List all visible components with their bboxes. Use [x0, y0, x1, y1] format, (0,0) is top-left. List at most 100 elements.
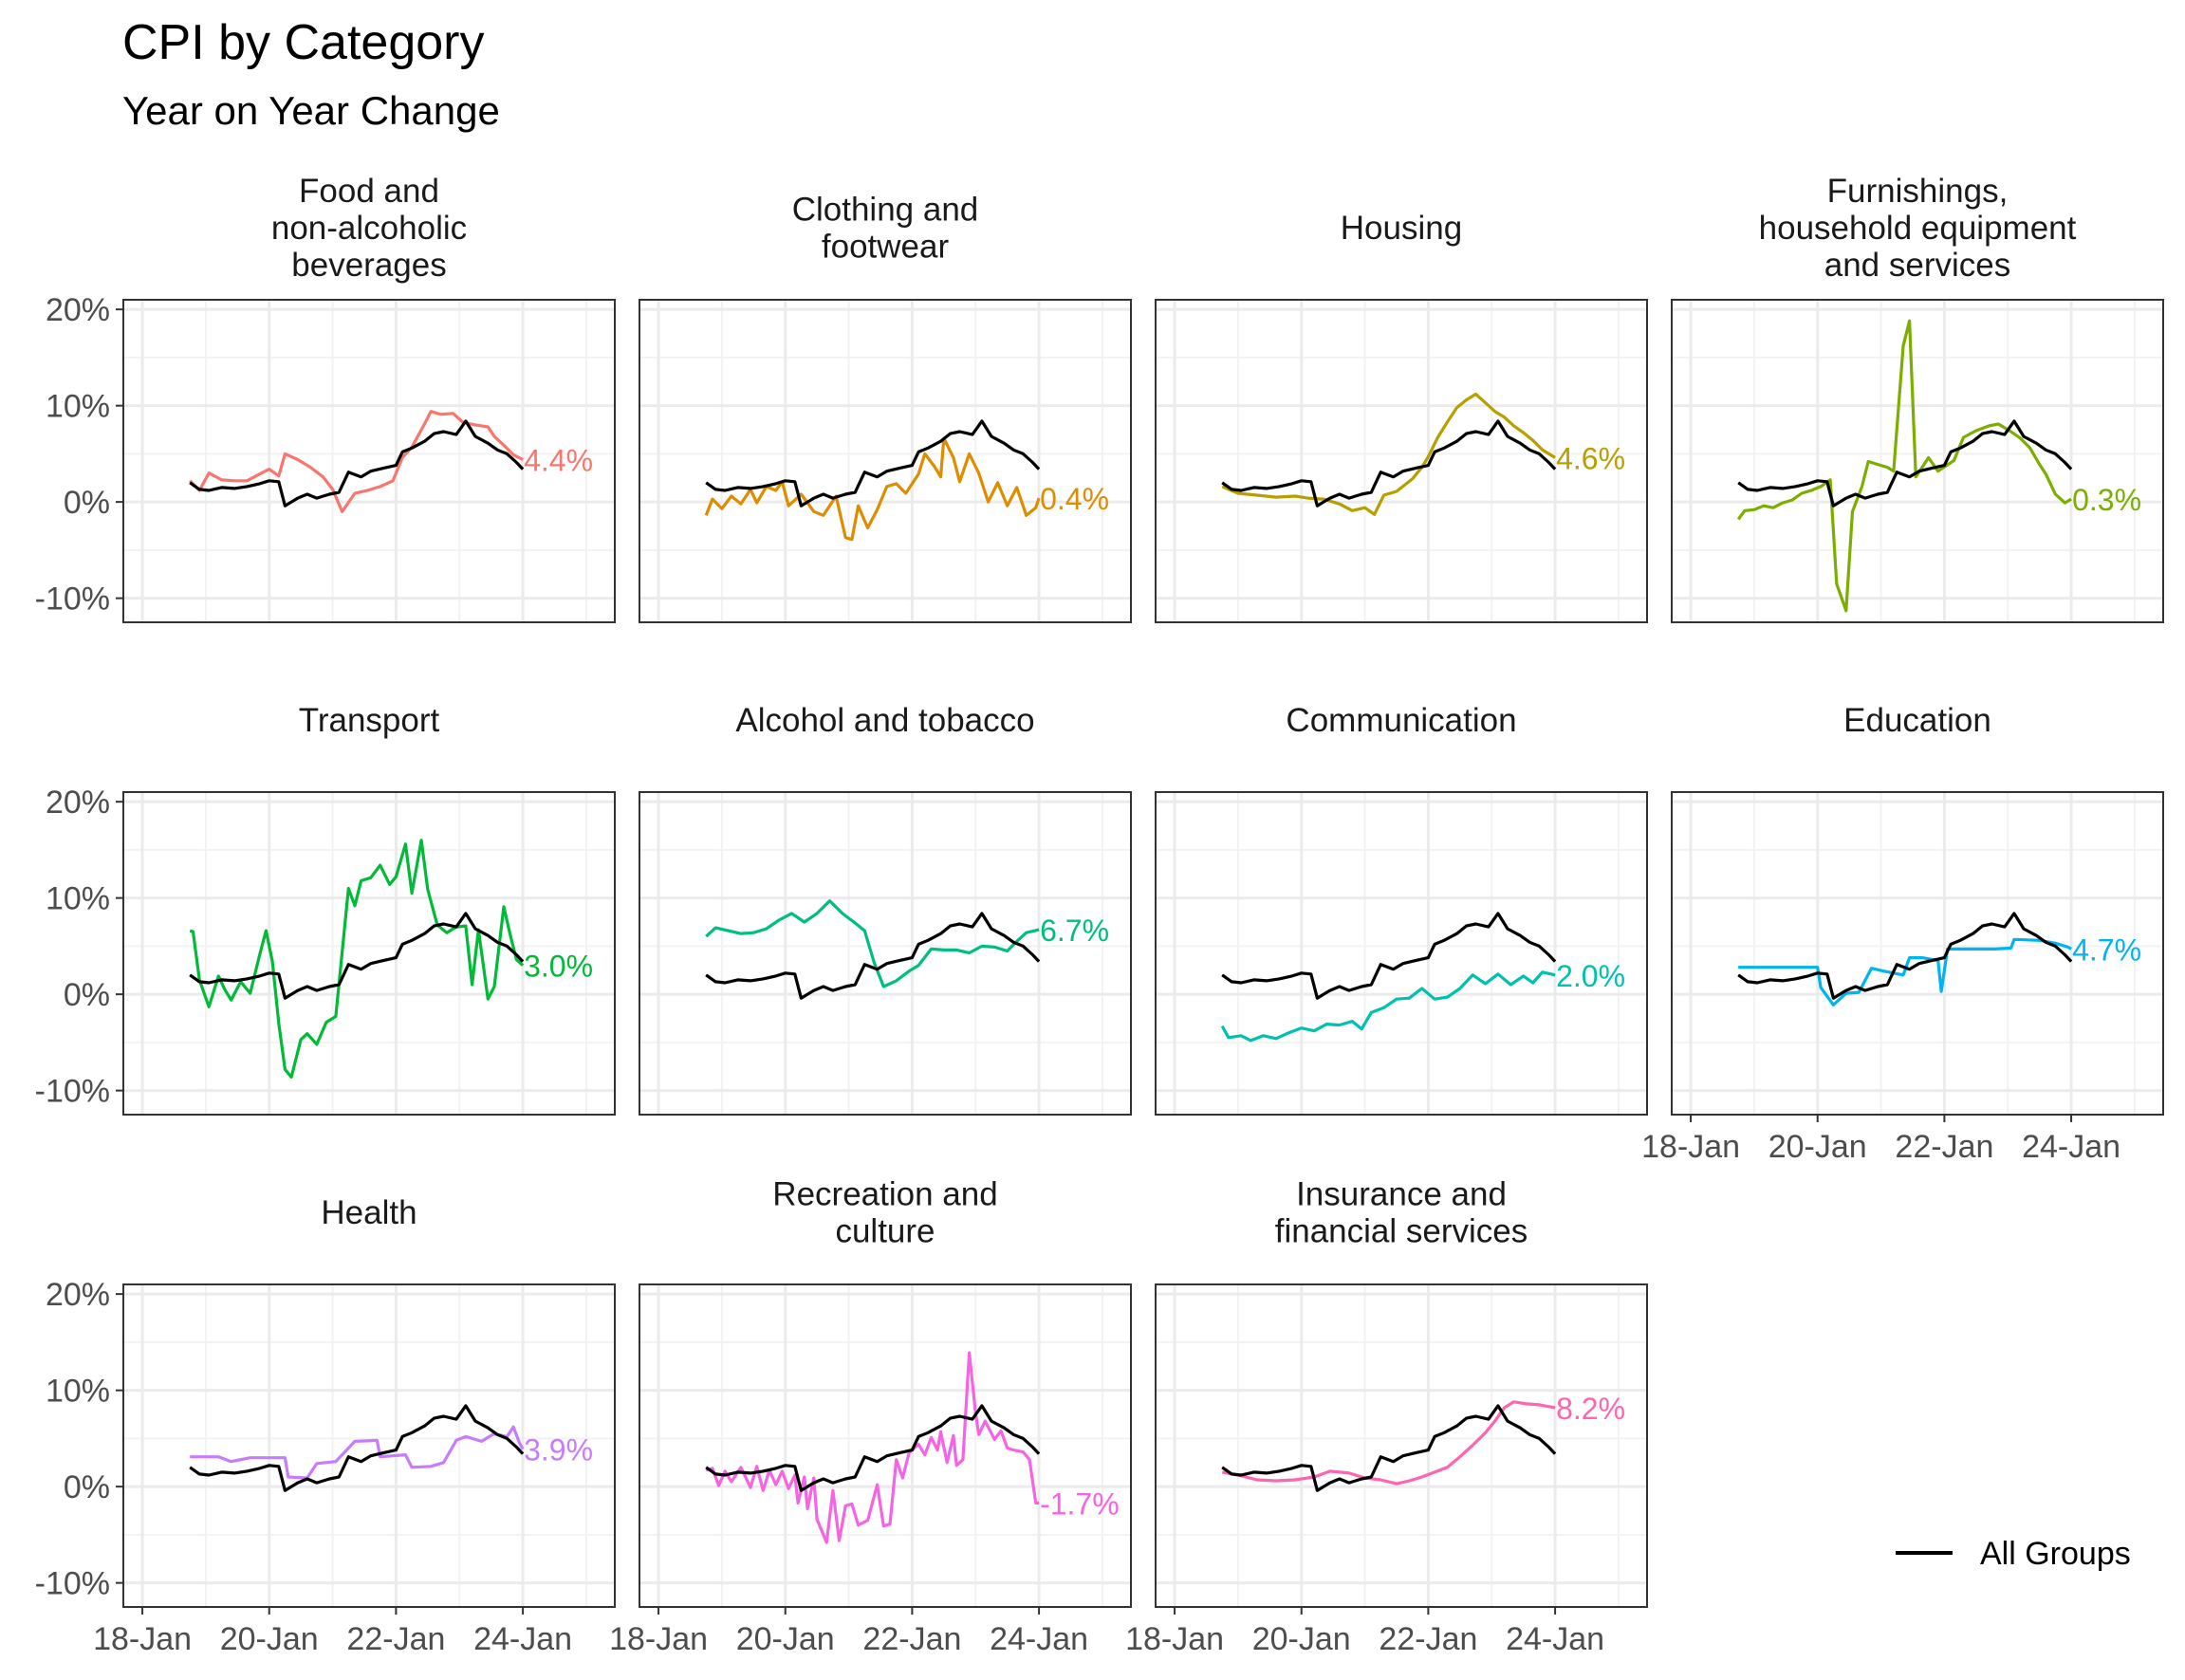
series-line-clothing-and-footwear	[704, 436, 1041, 542]
y-tick-label: -10%	[35, 1074, 110, 1110]
y-tick-label: 0%	[64, 485, 110, 521]
strip-label: Furnishings, household equipment and servi…	[1759, 173, 2077, 284]
strip-label: Health	[321, 1194, 417, 1231]
y-tick-label: 10%	[46, 389, 110, 425]
y-tick-label: 0%	[64, 977, 110, 1013]
strip-label-line: beverages	[291, 247, 446, 284]
all-groups-line	[1737, 912, 2073, 1000]
panel-border	[639, 299, 1132, 623]
end-value-label: 3.0%	[524, 950, 593, 984]
end-value-label: 8.2%	[1556, 1392, 1625, 1426]
strip-label: Insurance and financial services	[1275, 1176, 1528, 1250]
strip-label-line: Recreation and	[772, 1176, 997, 1213]
x-tick-label: 22-Jan	[862, 1621, 961, 1657]
panel-education: Education 4.7% 18-Jan 20-Jan 22-Jan 24-Jan	[1641, 702, 2164, 1165]
x-tick-label: 24-Jan	[473, 1621, 572, 1657]
end-value-label: 4.6%	[1556, 441, 1625, 475]
strip-label-line: Furnishings,	[1827, 173, 2009, 210]
strip-label-line: Insurance and	[1296, 1176, 1507, 1213]
all-groups-line	[1221, 912, 1557, 1000]
strip-label: Recreation and culture	[772, 1176, 997, 1250]
series-line-alcohol-and-tobacco	[705, 899, 1040, 988]
y-tick-label: 20%	[46, 292, 110, 328]
x-tick-label: 24-Jan	[990, 1621, 1088, 1657]
all-groups-line	[705, 1404, 1041, 1492]
panel-border	[1155, 1283, 1648, 1608]
end-value-label: 0.3%	[2072, 483, 2141, 517]
all-groups-line	[189, 1404, 525, 1492]
end-value-label: 0.4%	[1040, 482, 1109, 516]
x-tick-label: 18-Jan	[93, 1621, 192, 1657]
panel-communication: Communication 2.0%	[1155, 702, 1648, 1116]
series-line-recreation-and-culture	[705, 1351, 1040, 1544]
legend-label-all-groups: All Groups	[1980, 1536, 2131, 1572]
x-tick-label: 20-Jan	[1768, 1129, 1867, 1165]
panel-border	[1155, 299, 1648, 623]
strip-label: Clothing and footwear	[792, 192, 979, 266]
facet-panels: Food and non-alcoholic beverages 4.4% 20% 10%…	[35, 173, 2164, 1657]
end-value-label: 4.7%	[2072, 932, 2141, 967]
x-tick-label: 20-Jan	[736, 1621, 835, 1657]
strip-label-line: Health	[321, 1194, 417, 1231]
strip-label-line: Housing	[1341, 210, 1462, 247]
y-tick-label: 0%	[64, 1469, 110, 1505]
x-tick-label: 18-Jan	[609, 1621, 708, 1657]
strip-label-line: household equipment	[1759, 210, 2077, 247]
panel-furnishings-household-equipment-and-services: Furnishings, household equipment and servi…	[1671, 173, 2164, 623]
all-groups-line	[1221, 1404, 1557, 1492]
strip-label-line: Alcohol and tobacco	[735, 702, 1034, 739]
all-groups-line	[1737, 419, 2073, 508]
x-tick-label: 18-Jan	[1641, 1129, 1740, 1165]
all-groups-line	[1221, 419, 1557, 508]
panel-alcohol-and-tobacco: Alcohol and tobacco 6.7%	[639, 702, 1132, 1116]
strip-label-line: culture	[835, 1213, 935, 1250]
strip-label-line: Education	[1843, 702, 1991, 739]
end-value-label: 4.4%	[524, 443, 593, 477]
y-tick-label: 10%	[46, 881, 110, 917]
all-groups-line	[705, 419, 1041, 508]
end-value-label: -1.7%	[1040, 1486, 1120, 1521]
x-tick-label: 18-Jan	[1125, 1621, 1224, 1657]
all-groups-line	[705, 912, 1041, 1000]
x-tick-label: 20-Jan	[1252, 1621, 1351, 1657]
strip-label-line: footwear	[822, 229, 950, 266]
x-tick-label: 22-Jan	[1895, 1129, 1993, 1165]
panel-border	[639, 1283, 1132, 1608]
panel-border	[122, 791, 616, 1116]
legend: All Groups	[1896, 1536, 2131, 1572]
end-value-label: 6.7%	[1040, 914, 1109, 948]
strip-label-line: Transport	[299, 702, 440, 739]
panel-food-and-non-alcoholic-beverages: Food and non-alcoholic beverages 4.4% 20% 10%…	[35, 173, 616, 623]
chart-subtitle: Year on Year Change	[122, 88, 500, 133]
strip-label-line: Communication	[1286, 702, 1516, 739]
panel-border	[122, 299, 616, 623]
x-tick-label: 24-Jan	[1506, 1621, 1604, 1657]
panel-border	[1671, 791, 2164, 1116]
x-tick-label: 22-Jan	[1379, 1621, 1477, 1657]
all-groups-line	[189, 419, 525, 508]
strip-label-line: Food and	[299, 173, 439, 210]
chart-title: CPI by Category	[122, 15, 485, 70]
strip-label: Communication	[1286, 702, 1516, 739]
series-line-education	[1738, 937, 2072, 1006]
panel-health: Health 3.9% 20% 10% 0% -10% 18-Jan 20-Jan 22-Jan…	[35, 1194, 616, 1657]
panel-border	[639, 791, 1132, 1116]
series-line-insurance-and-financial-services	[1221, 1400, 1556, 1486]
y-tick-label: 20%	[46, 1277, 110, 1313]
end-value-label: 2.0%	[1556, 959, 1625, 993]
panel-transport: Transport 3.0% 20% 10% 0% -10%	[35, 702, 616, 1116]
panel-clothing-and-footwear: Clothing and footwear 0.4%	[639, 192, 1132, 623]
panel-recreation-and-culture: Recreation and culture -1.7% 18-Jan 20-Jan 22…	[609, 1176, 1132, 1657]
panel-border	[1671, 299, 2164, 623]
all-groups-line	[189, 912, 525, 1000]
panel-border	[122, 1283, 616, 1608]
x-tick-label: 24-Jan	[2022, 1129, 2120, 1165]
strip-label: Housing	[1341, 210, 1462, 247]
series-line-communication	[1220, 970, 1556, 1043]
strip-label: Transport	[299, 702, 440, 739]
series-line-health	[190, 1425, 525, 1480]
strip-label-line: financial services	[1275, 1213, 1528, 1250]
series-line-furnishings-household-equipment-and-services	[1736, 319, 2072, 613]
x-tick-label: 22-Jan	[346, 1621, 445, 1657]
